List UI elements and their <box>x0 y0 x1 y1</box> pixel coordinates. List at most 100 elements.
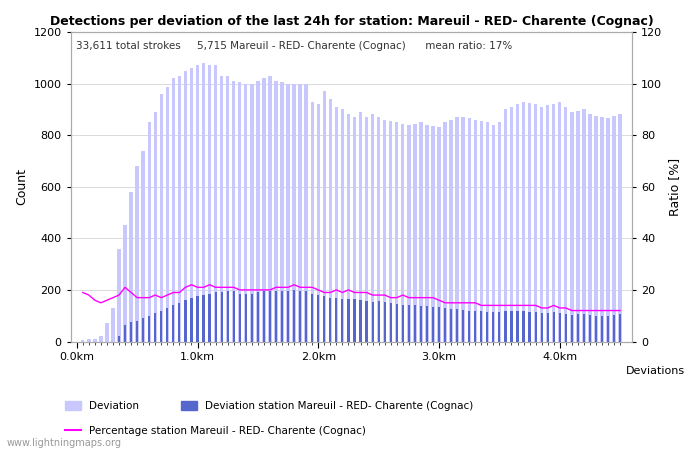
Bar <box>166 87 169 342</box>
Bar <box>491 125 495 342</box>
Bar <box>372 302 374 342</box>
Bar <box>268 76 272 342</box>
Bar <box>492 312 494 342</box>
Bar <box>516 104 519 342</box>
Bar <box>588 114 592 342</box>
Bar <box>311 102 314 342</box>
Bar <box>274 81 278 342</box>
Bar <box>619 114 622 342</box>
Bar <box>607 316 609 342</box>
Bar <box>438 307 440 342</box>
Bar <box>570 315 573 342</box>
Bar <box>419 122 423 342</box>
Bar <box>280 82 284 342</box>
Bar <box>328 99 332 342</box>
Bar <box>402 305 404 342</box>
Bar <box>353 117 356 342</box>
Bar <box>136 321 138 342</box>
Bar <box>383 120 386 342</box>
Bar <box>251 294 253 342</box>
Bar <box>613 315 615 342</box>
Bar <box>250 84 253 342</box>
Bar <box>172 78 175 342</box>
Bar <box>87 339 90 342</box>
Bar <box>153 112 157 342</box>
Bar <box>347 299 349 342</box>
Bar <box>365 301 368 342</box>
Bar <box>576 111 580 342</box>
Bar <box>589 315 591 342</box>
Bar <box>365 117 368 342</box>
Bar <box>183 71 187 342</box>
Bar <box>504 109 507 342</box>
Bar <box>583 314 585 342</box>
Text: 33,611 total strokes     5,715 Mareuil - RED- Charente (Cognac)      mean ratio:: 33,611 total strokes 5,715 Mareuil - RED… <box>76 41 512 51</box>
Bar <box>552 104 555 342</box>
Bar <box>269 291 271 342</box>
Bar <box>160 94 163 342</box>
Bar <box>178 76 181 342</box>
Bar <box>256 81 260 342</box>
Bar <box>166 308 169 342</box>
Bar <box>142 318 144 342</box>
Bar <box>517 310 519 342</box>
Bar <box>184 300 186 342</box>
Bar <box>558 102 561 342</box>
Bar <box>384 302 386 342</box>
Bar <box>232 291 234 342</box>
Bar <box>462 310 464 342</box>
Bar <box>565 315 567 342</box>
Bar <box>124 325 126 342</box>
Bar <box>299 291 301 342</box>
Y-axis label: Ratio [%]: Ratio [%] <box>668 158 681 216</box>
Bar <box>208 66 211 342</box>
Bar <box>118 336 120 342</box>
Bar <box>209 294 211 342</box>
Bar <box>559 313 561 342</box>
Y-axis label: Count: Count <box>15 168 28 205</box>
Bar <box>141 151 145 342</box>
Bar <box>456 309 458 342</box>
Bar <box>407 306 410 342</box>
Bar <box>619 315 621 342</box>
Bar <box>93 339 97 342</box>
Bar <box>232 81 235 342</box>
Legend: Percentage station Mareuil - RED- Charente (Cognac): Percentage station Mareuil - RED- Charen… <box>61 422 370 440</box>
Bar <box>354 299 356 342</box>
Bar <box>311 294 314 342</box>
Bar <box>535 312 537 342</box>
Bar <box>606 118 610 342</box>
Bar <box>486 122 489 342</box>
Bar <box>522 311 524 342</box>
Bar <box>281 291 283 342</box>
Bar <box>341 109 344 342</box>
Bar <box>214 66 217 342</box>
Bar <box>390 303 392 342</box>
Bar <box>178 303 181 342</box>
Bar <box>81 340 85 342</box>
Bar <box>130 192 133 342</box>
Bar <box>316 104 320 342</box>
Bar <box>582 109 586 342</box>
Bar <box>359 112 362 342</box>
Bar <box>111 308 115 342</box>
Bar <box>202 295 204 342</box>
Bar <box>262 78 265 342</box>
Bar <box>601 316 603 342</box>
Bar <box>154 313 156 342</box>
Bar <box>414 306 416 342</box>
Bar <box>540 107 543 342</box>
Bar <box>190 68 193 342</box>
Bar <box>528 103 531 342</box>
Bar <box>105 324 108 342</box>
Bar <box>449 120 453 342</box>
Bar <box>426 306 428 342</box>
Bar <box>546 105 550 342</box>
Bar <box>99 336 103 342</box>
Bar <box>420 306 422 342</box>
Bar <box>317 295 319 342</box>
Bar <box>413 123 416 342</box>
Bar <box>577 314 579 342</box>
Bar <box>323 297 326 342</box>
Bar <box>287 291 289 342</box>
